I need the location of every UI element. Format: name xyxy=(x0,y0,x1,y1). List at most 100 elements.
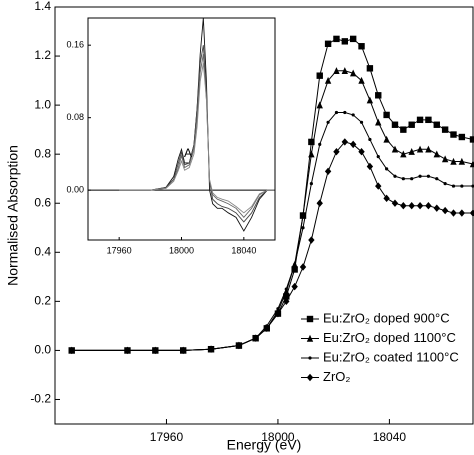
marker xyxy=(391,145,399,153)
marker xyxy=(469,136,474,143)
marker xyxy=(124,346,131,355)
marker xyxy=(433,150,440,158)
marker xyxy=(383,135,390,143)
marker xyxy=(391,121,399,128)
marker xyxy=(441,206,449,215)
marker xyxy=(293,262,297,267)
marker xyxy=(408,148,415,155)
marker xyxy=(441,126,449,133)
y-tick-label: 0.6 xyxy=(34,195,51,209)
marker xyxy=(443,182,447,186)
series-line xyxy=(119,45,275,223)
marker xyxy=(416,116,424,124)
y-axis-label: Normalised Absorption xyxy=(5,145,21,286)
marker xyxy=(291,282,298,291)
marker xyxy=(333,35,340,43)
marker xyxy=(458,209,466,217)
marker xyxy=(400,201,407,210)
marker xyxy=(318,142,322,146)
x-tick-label: 18000 xyxy=(261,430,295,444)
marker xyxy=(416,145,424,153)
inset-background xyxy=(88,18,275,240)
marker xyxy=(316,101,323,109)
inset-chart: 17960 18000 18040 0.00 0.08 0.16 A xyxy=(66,17,276,255)
marker xyxy=(383,194,390,203)
legend-label: Eu:ZrO₂ coated 1100°C xyxy=(323,349,459,364)
marker xyxy=(435,177,439,181)
marker xyxy=(306,373,314,382)
y-tick-label: 0.0 xyxy=(34,343,51,357)
x-tick-label: 17960 xyxy=(107,245,132,255)
marker xyxy=(460,184,464,188)
y-tick-label: 0.00 xyxy=(66,185,84,195)
marker xyxy=(308,150,315,158)
marker xyxy=(349,35,357,43)
marker xyxy=(416,201,424,210)
marker xyxy=(274,309,282,318)
marker xyxy=(333,67,340,74)
marker xyxy=(326,120,330,124)
marker xyxy=(383,111,390,119)
marker xyxy=(358,76,365,84)
marker xyxy=(458,157,466,165)
y-tick-label: 1.0 xyxy=(34,97,51,111)
marker xyxy=(433,121,440,128)
legend-label: ZrO₂ xyxy=(323,369,350,384)
marker xyxy=(334,110,339,115)
marker xyxy=(341,38,349,45)
marker xyxy=(316,199,323,207)
marker xyxy=(235,341,243,350)
marker xyxy=(308,356,312,360)
x-axis-label: Energy (eV) xyxy=(227,437,302,453)
marker xyxy=(252,334,259,342)
y-tick-label: 0.4 xyxy=(34,244,51,258)
x-tick-label: 17960 xyxy=(150,430,184,444)
marker xyxy=(152,346,159,355)
y-tick-label: 1.4 xyxy=(34,0,51,13)
y-tick-label: 0.16 xyxy=(66,40,84,50)
marker xyxy=(375,182,382,190)
marker xyxy=(284,287,288,291)
marker xyxy=(324,76,332,84)
marker xyxy=(425,201,432,210)
marker xyxy=(207,345,215,353)
marker xyxy=(324,167,332,176)
marker xyxy=(458,133,466,141)
marker xyxy=(450,157,457,165)
x-tick-label: 18000 xyxy=(169,245,194,255)
marker xyxy=(441,155,449,163)
marker xyxy=(366,65,374,72)
marker xyxy=(359,120,364,124)
plot-frame xyxy=(54,6,474,425)
marker xyxy=(306,315,314,323)
marker xyxy=(324,40,332,47)
marker xyxy=(179,346,187,355)
marker xyxy=(309,182,313,186)
marker xyxy=(433,204,440,212)
marker xyxy=(276,307,280,311)
marker xyxy=(68,346,75,355)
marker xyxy=(400,150,407,158)
marker xyxy=(375,118,382,126)
marker xyxy=(291,266,298,273)
y-tick-label: 0.08 xyxy=(66,112,84,122)
marker xyxy=(306,334,314,342)
marker xyxy=(351,113,355,117)
marker xyxy=(401,177,405,181)
legend-label: Eu:ZrO₂ doped 1100°C xyxy=(323,330,456,345)
legend-label: Eu:ZrO₂ doped 900°C xyxy=(323,310,450,325)
marker xyxy=(450,209,457,217)
marker xyxy=(349,69,357,77)
marker xyxy=(408,121,415,128)
y-tick-label: 0.2 xyxy=(34,294,51,308)
marker xyxy=(343,110,347,115)
x-tick-label: 18040 xyxy=(231,245,256,255)
series-line xyxy=(119,17,275,232)
marker xyxy=(283,293,290,300)
marker xyxy=(408,201,415,210)
marker xyxy=(400,126,407,133)
marker xyxy=(358,43,365,50)
marker xyxy=(376,155,380,159)
y-tick-label: 0.8 xyxy=(34,146,51,160)
